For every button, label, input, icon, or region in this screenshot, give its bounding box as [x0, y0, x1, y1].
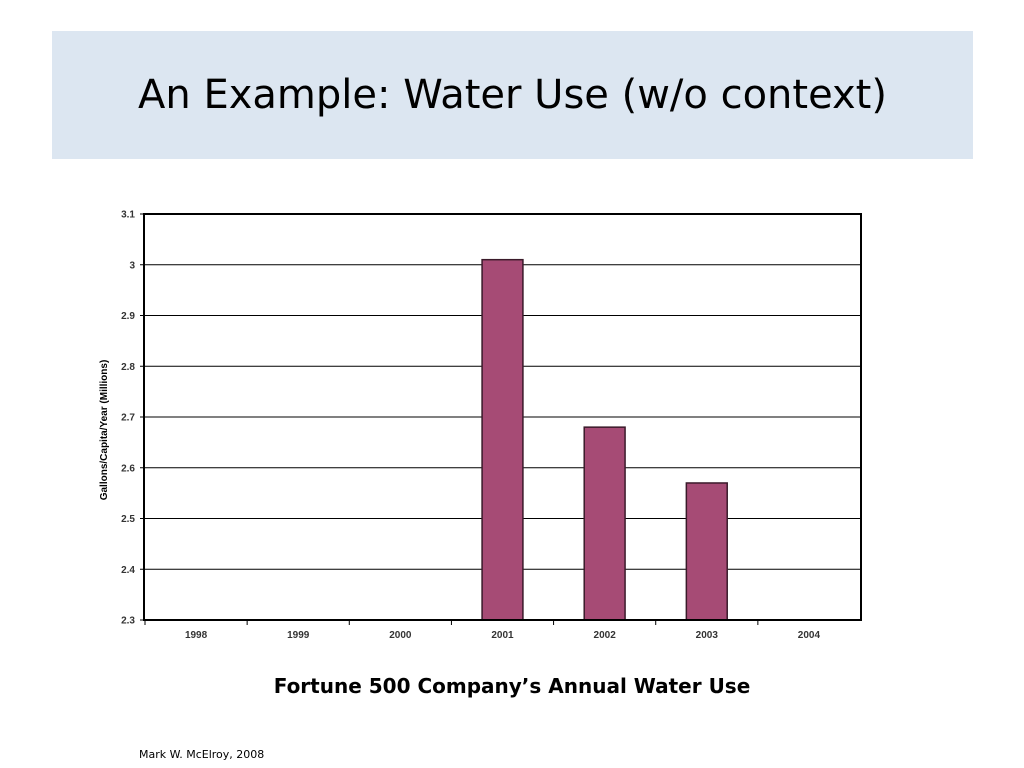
y-tick-label: 3 — [129, 260, 135, 271]
bar-2001 — [481, 258, 524, 621]
y-tick-labels: 2.3 2.4 2.5 2.6 2.7 2.8 2.9 3 3.1 — [121, 210, 135, 627]
y-tick-label: 2.5 — [121, 514, 135, 525]
x-tick-label: 1999 — [287, 630, 310, 641]
title-band: An Example: Water Use (w/o context) — [52, 31, 973, 159]
x-tick-label: 2003 — [696, 630, 719, 641]
bars — [481, 258, 728, 621]
y-tick-label: 2.7 — [121, 413, 135, 424]
chart-caption: Fortune 500 Company’s Annual Water Use — [273, 674, 751, 698]
x-tick-labels: 1998 1999 2000 2001 2002 2003 2004 — [185, 630, 821, 641]
y-tick-label: 2.6 — [121, 463, 135, 474]
y-tick-label: 2.4 — [121, 565, 135, 576]
y-axis-label: Gallons/Capita/Year (Millions) — [99, 360, 110, 501]
x-tick-label: 2004 — [798, 630, 821, 641]
x-tick-label: 2002 — [594, 630, 617, 641]
x-tick-label: 1998 — [185, 630, 208, 641]
y-tick-label: 2.9 — [121, 311, 135, 322]
x-tick-label: 2000 — [389, 630, 412, 641]
slide-title: An Example: Water Use (w/o context) — [138, 72, 887, 118]
bar-2003 — [685, 482, 728, 621]
y-tick-label: 3.1 — [121, 210, 135, 221]
x-tick-label: 2001 — [491, 630, 514, 641]
source-credit: Mark W. McElroy, 2008 — [139, 748, 265, 761]
y-tick-label: 2.8 — [121, 362, 135, 373]
plot-area-frame — [143, 213, 862, 621]
bar-2002 — [583, 426, 626, 621]
y-tick-label: 2.3 — [121, 616, 135, 627]
